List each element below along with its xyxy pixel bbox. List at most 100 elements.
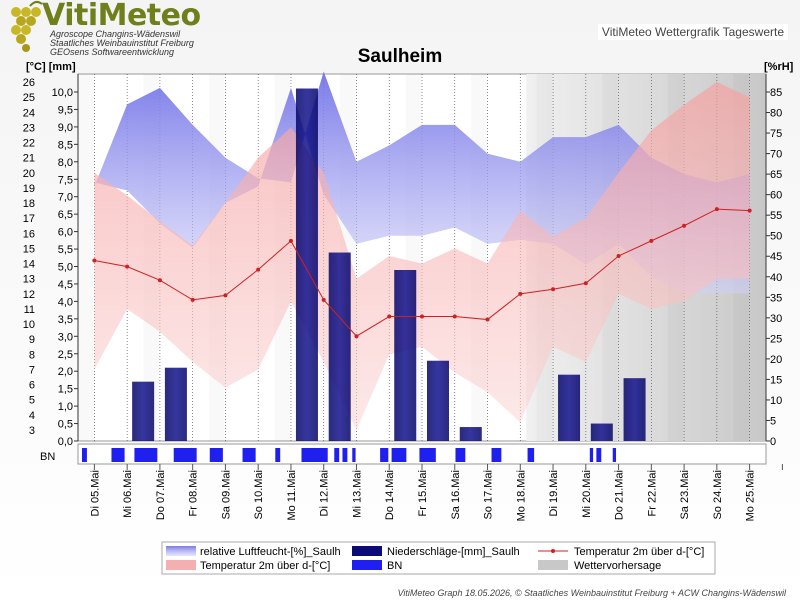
logo-title: VitiMeteo [42, 0, 201, 33]
x-axis-labels: Di 05.Mai Mi 06.Mai Do 07.Mai Fr 08.Mai Sa 0… [89, 470, 756, 521]
left-axis-unit: [°C] [mm] [26, 61, 76, 73]
chart-title: Saulheim [357, 46, 443, 67]
precipitation-bar [558, 374, 581, 441]
precipitation-tick-label: 1,0 [58, 401, 73, 413]
temperature-point [420, 314, 424, 319]
header-label: VitiMeteo Wettergrafik Tageswerte [597, 24, 788, 40]
precipitation-bar [394, 269, 417, 441]
x-tick-label: Sa 16.Mai [450, 470, 462, 520]
precipitation-tick-label: 8,5 [58, 139, 73, 151]
precipitation-tick-label: 6,5 [58, 209, 73, 221]
temperature-point [682, 223, 687, 228]
temperature-tick-label: 9 [29, 334, 35, 346]
temperature-tick-label: 3 [29, 425, 35, 437]
humidity-tick-label: 65 [770, 169, 782, 181]
humidity-tick-label: 55 [770, 210, 782, 222]
temperature-point [288, 238, 293, 243]
footer-credit: VitiMeteo Graph 18.05.2026, © Staatliche… [397, 588, 786, 598]
temperature-tick-label: 6 [29, 380, 35, 392]
temperature-point [551, 287, 556, 292]
temperature-tick-label: 16 [23, 228, 35, 240]
leaf-wetness-block [209, 448, 223, 462]
precipitation-tick-label: 10,0 [52, 87, 73, 99]
humidity-tick-label: 45 [770, 251, 782, 263]
precipitation-tick-label: 6,0 [58, 227, 73, 239]
leaf-wetness-block [134, 448, 158, 462]
legend-swatch-temp-point [551, 549, 555, 553]
logo-line-1: Agroscope Changins-Wädenswil [50, 29, 181, 39]
temperature-point [321, 297, 326, 302]
humidity-tick-label: 25 [770, 333, 782, 345]
temperature-tick-label: 23 [23, 122, 35, 134]
precipitation-tick-label: 9,5 [58, 104, 73, 116]
x-tick-label: Mo 11.Mai [286, 470, 298, 521]
temperature-tick-label: 11 [24, 304, 35, 316]
leaf-wetness-blocks [82, 448, 783, 470]
precipitation-bar [132, 381, 155, 441]
precipitation-bar [623, 378, 646, 441]
precipitation-bar [328, 252, 351, 441]
x-tick-label: Fr 08.Mai [188, 470, 200, 516]
temperature-point [354, 334, 359, 339]
leaf-wetness-block [612, 448, 617, 462]
temperature-tick-label: 25 [23, 92, 35, 104]
temperature-tick-label: 4 [29, 410, 35, 422]
humidity-tick-label: 85 [770, 87, 782, 99]
precipitation-bar [295, 88, 318, 441]
legend-swatch-temp-band [166, 560, 196, 570]
leaf-wetness-block [455, 448, 466, 462]
temperature-point [485, 317, 490, 322]
leaf-wetness-block [380, 448, 389, 462]
precipitation-tick-label: 4,5 [58, 279, 73, 291]
precipitation-tick-label: 8,0 [58, 157, 73, 169]
precipitation-tick-label: 5,0 [58, 262, 73, 274]
leaf-wetness-block [275, 448, 281, 462]
leaf-wetness-block [82, 448, 87, 462]
x-tick-label: Mo 18.Mai [515, 470, 527, 521]
temperature-tick-label: 26 [23, 77, 35, 89]
precipitation-tick-label: 5,5 [58, 244, 73, 256]
leaf-wetness-block [589, 448, 594, 462]
leaf-wetness-block [111, 448, 125, 462]
x-tick-label: Mi 20.Mai [581, 470, 593, 518]
precipitation-bar [590, 423, 613, 441]
temperature-tick-label: 14 [23, 259, 35, 271]
temperature-range-area [94, 82, 750, 430]
legend-swatch-humidity [166, 546, 196, 556]
temperature-point [714, 207, 719, 212]
x-tick-label: Mo 25.Mai [745, 470, 757, 521]
temperature-tick-label: 21 [23, 153, 35, 165]
legend-forecast: Wettervorhersage [574, 560, 661, 572]
humidity-tick-label: 35 [770, 292, 782, 304]
temperature-tick-label: 13 [23, 274, 35, 286]
humidity-tick-label: 5 [770, 415, 776, 427]
humidity-tick-label: 40 [770, 272, 782, 284]
temperature-point [256, 267, 261, 272]
x-tick-label: Di 12.Mai [319, 470, 331, 516]
legend-swatch-bn [352, 560, 382, 570]
temperature-point [125, 264, 130, 269]
legend-humidity: relative Luftfeucht-[%]_Saulh [200, 546, 341, 558]
temperature-tick-label: 12 [23, 289, 35, 301]
temperature-tick-label: 18 [23, 198, 35, 210]
precipitation-tick-label: 0,0 [58, 436, 73, 448]
temperature-point [747, 208, 752, 213]
temperature-point [157, 278, 162, 283]
temperature-point [583, 281, 588, 286]
humidity-tick-label: 60 [770, 190, 782, 202]
leaf-wetness-block [491, 448, 502, 462]
x-tick-label: Fr 15.Mai [417, 470, 429, 516]
temperature-point [452, 314, 457, 319]
precipitation-bar [164, 367, 187, 441]
leaf-wetness-label: BN [40, 451, 55, 463]
temperature-points [92, 207, 752, 339]
temperature-point [518, 291, 523, 296]
precipitation-tick-label: 1,5 [58, 384, 73, 396]
temperature-tick-label: 15 [23, 243, 35, 255]
x-tick-label: Di 19.Mai [548, 470, 560, 516]
temperature-point [92, 258, 97, 263]
legend-temp-band: Temperatur 2m über d-[°C] [200, 560, 330, 572]
x-tick-label: Do 14.Mai [384, 470, 396, 520]
temperature-tick-label: 7 [29, 364, 35, 376]
humidity-tick-label: 50 [770, 231, 782, 243]
